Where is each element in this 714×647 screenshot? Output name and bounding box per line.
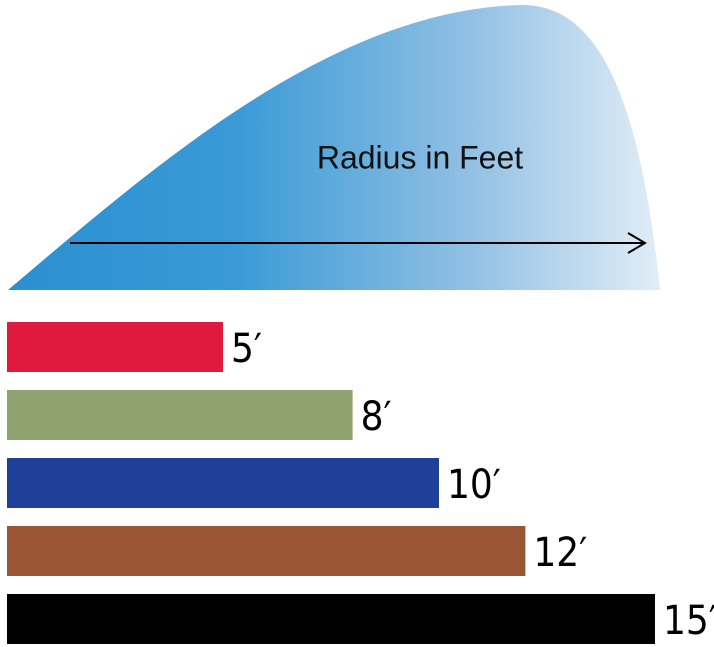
value-label: 10′	[447, 462, 501, 508]
bar	[7, 526, 525, 576]
bar	[7, 594, 655, 644]
chart-title: Radius in Feet	[317, 139, 523, 175]
bar	[7, 322, 223, 372]
bar	[7, 390, 353, 440]
bar	[7, 458, 439, 508]
value-label: 12′	[533, 530, 587, 576]
value-label: 8′	[361, 394, 392, 440]
chart: Radius in Feet 5′ 8′ 10′ 12′ 15′	[0, 0, 714, 647]
value-label: 15′	[663, 598, 714, 644]
value-label: 5′	[231, 326, 262, 372]
